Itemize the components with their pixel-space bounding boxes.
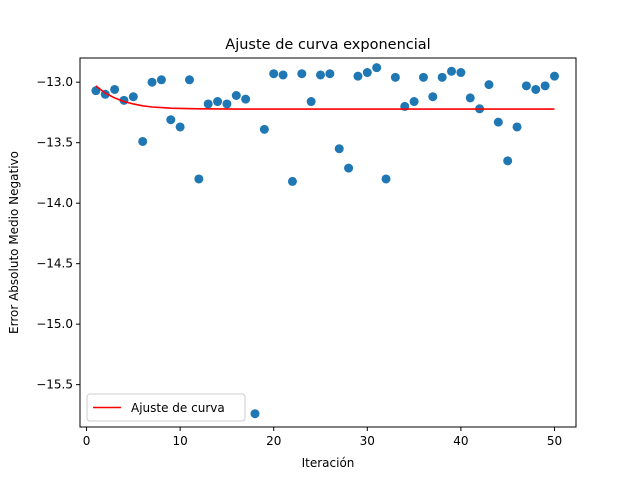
data-point [194,174,204,184]
data-point [428,92,438,102]
legend-fit-label: Ajuste de curva [131,401,225,415]
data-point [147,77,157,87]
data-point [334,144,344,154]
axis-ticks: 0 10 20 30 40 50 −15.5 −15.0 −14.5 −14.0 −13.5 −13.… [36,75,562,448]
data-point [484,80,494,90]
data-point [437,72,447,82]
data-point [362,68,372,78]
data-point [203,99,213,109]
plot-area [91,63,559,419]
data-point [316,70,326,80]
y-tick-label: −15.5 [36,378,73,392]
data-point [110,84,120,94]
data-point [512,122,522,132]
data-point [213,97,223,107]
data-point [231,91,241,100]
y-tick-label: −14.5 [36,257,73,271]
legend: Ajuste de curva [86,393,246,422]
y-tick-label: −15.0 [36,317,73,331]
data-point [418,72,428,82]
data-point [447,66,457,76]
data-point [409,97,419,107]
data-point [465,93,475,103]
data-point [381,174,391,184]
data-point [503,156,513,166]
y-tick-label: −13.5 [36,136,73,150]
data-point [372,63,382,73]
legend-box [86,393,246,422]
x-tick-label: 40 [453,434,468,448]
data-point [184,75,194,85]
data-point [222,99,232,109]
x-tick-label: 0 [83,434,91,448]
data-point [493,117,503,127]
data-point [138,136,148,146]
data-point [269,69,279,79]
x-tick-label: 50 [547,434,562,448]
data-point [166,115,176,125]
data-point [540,81,550,91]
data-point [549,71,559,81]
x-tick-label: 10 [172,434,187,448]
data-point [390,72,400,82]
data-point [456,68,466,78]
data-point [325,69,335,79]
data-point [241,94,251,104]
y-tick-label: −13.0 [36,75,73,89]
data-point [297,69,307,79]
data-point [306,97,316,107]
data-point [521,81,531,91]
chart-title: Ajuste de curva exponencial [225,37,430,53]
data-point [250,409,260,419]
data-point [344,163,354,173]
data-point [278,70,288,80]
x-tick-label: 30 [360,434,375,448]
data-point [156,75,166,85]
x-axis-label: Iteración [302,456,355,470]
y-axis-label: Error Absoluto Medio Negativo [7,151,21,334]
y-tick-label: −14.0 [36,196,73,210]
data-point [259,124,269,134]
fit-curve-line [95,85,555,110]
x-tick-label: 20 [266,434,281,448]
data-point [531,84,541,94]
data-point [175,122,185,132]
data-point [128,92,138,102]
data-point [353,71,363,81]
axes-frame [79,57,577,428]
data-point [287,176,297,186]
